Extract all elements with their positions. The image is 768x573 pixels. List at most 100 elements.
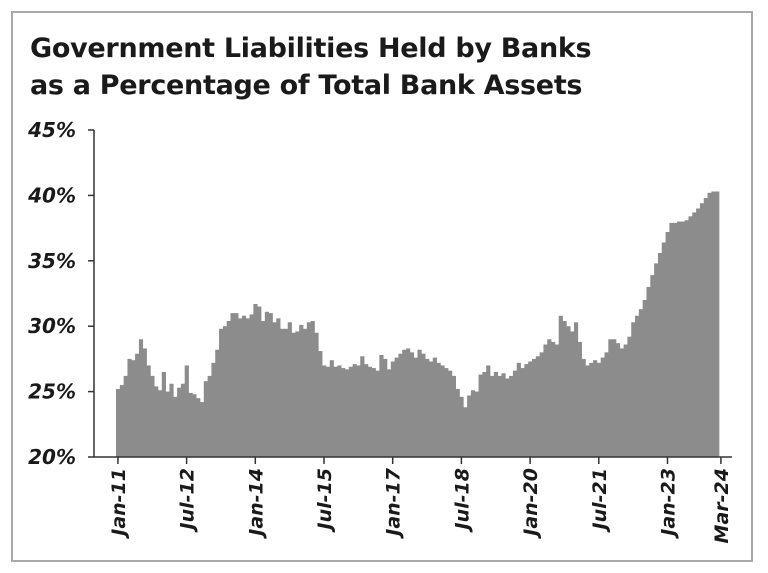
x-tick-label: Jan-14 bbox=[245, 468, 267, 540]
bar bbox=[524, 364, 529, 457]
bar bbox=[493, 371, 498, 457]
bar bbox=[577, 341, 582, 457]
bar bbox=[390, 361, 395, 457]
bar bbox=[585, 365, 590, 457]
bar bbox=[631, 322, 636, 457]
bar bbox=[264, 311, 270, 457]
bar bbox=[646, 286, 651, 457]
bar bbox=[138, 339, 144, 457]
bar bbox=[562, 320, 567, 457]
bar bbox=[203, 381, 208, 457]
bar bbox=[245, 318, 250, 457]
bar bbox=[661, 242, 666, 457]
bar bbox=[570, 331, 575, 457]
bar bbox=[425, 358, 430, 457]
bar bbox=[276, 318, 281, 457]
y-tick-label: 30% bbox=[28, 314, 76, 338]
bar bbox=[344, 369, 350, 457]
bar bbox=[470, 390, 476, 457]
bar bbox=[234, 313, 239, 457]
bar bbox=[306, 322, 311, 457]
x-tick-label: Jul-18 bbox=[451, 468, 473, 533]
bar bbox=[432, 357, 437, 457]
bar bbox=[528, 361, 533, 457]
bar bbox=[154, 386, 159, 457]
chart-title: Government Liabilities Held by Banks as … bbox=[30, 30, 730, 104]
x-tick-label: Jan-20 bbox=[520, 468, 542, 540]
bar bbox=[696, 208, 701, 457]
bar bbox=[627, 336, 632, 457]
bar bbox=[268, 313, 273, 457]
bar bbox=[436, 362, 441, 457]
bar bbox=[196, 398, 201, 457]
bar bbox=[455, 388, 460, 457]
y-tick-label: 40% bbox=[27, 183, 76, 207]
bar bbox=[295, 331, 300, 457]
bar bbox=[692, 212, 697, 457]
bar bbox=[157, 390, 163, 457]
bar bbox=[551, 341, 556, 457]
bar bbox=[566, 326, 571, 457]
bar bbox=[287, 322, 292, 457]
bar bbox=[688, 216, 693, 457]
bar bbox=[417, 349, 422, 457]
bar bbox=[444, 368, 449, 457]
bar bbox=[642, 300, 647, 457]
bar bbox=[657, 252, 663, 457]
bar bbox=[360, 356, 365, 457]
bar bbox=[119, 385, 124, 457]
bar bbox=[486, 365, 491, 457]
bar bbox=[142, 348, 147, 457]
bar bbox=[219, 328, 224, 457]
bar bbox=[379, 354, 384, 457]
bar bbox=[531, 358, 537, 457]
bar bbox=[375, 370, 380, 457]
bar bbox=[199, 402, 205, 457]
x-tick-label: Jul-21 bbox=[589, 468, 611, 533]
chart-frame bbox=[11, 11, 753, 562]
x-tick-label: Jan-23 bbox=[658, 468, 680, 540]
x-tick-label: Jul-12 bbox=[177, 468, 199, 533]
bar bbox=[600, 357, 605, 457]
bar bbox=[280, 328, 285, 457]
bar bbox=[383, 358, 388, 457]
bar bbox=[673, 222, 678, 457]
bar bbox=[638, 309, 644, 457]
bar bbox=[215, 349, 220, 457]
bar bbox=[356, 365, 361, 457]
bar-series bbox=[116, 191, 720, 458]
bar bbox=[680, 221, 686, 457]
bar bbox=[482, 371, 487, 457]
y-tick-label: 45% bbox=[27, 118, 76, 142]
bar bbox=[478, 374, 483, 457]
bar bbox=[226, 320, 231, 457]
bar bbox=[222, 326, 228, 457]
bar bbox=[161, 371, 166, 457]
bar bbox=[409, 352, 415, 457]
bar bbox=[272, 322, 277, 457]
bar bbox=[177, 387, 182, 457]
bar bbox=[573, 322, 579, 457]
bar bbox=[619, 348, 624, 457]
bar bbox=[463, 407, 468, 457]
bar bbox=[188, 392, 193, 457]
bar bbox=[516, 362, 521, 457]
bar bbox=[398, 353, 403, 457]
bar bbox=[699, 203, 705, 457]
bar bbox=[303, 328, 308, 457]
bar bbox=[558, 315, 563, 457]
x-tick-label: Jul-15 bbox=[314, 468, 336, 533]
bar bbox=[169, 383, 174, 457]
x-tick-label: Jan-11 bbox=[108, 468, 130, 540]
bar bbox=[325, 366, 331, 457]
bar bbox=[406, 348, 411, 457]
bar bbox=[467, 395, 472, 457]
bar bbox=[333, 366, 338, 457]
bar bbox=[310, 320, 315, 457]
bar bbox=[173, 396, 178, 457]
bar bbox=[165, 391, 170, 457]
bar bbox=[283, 328, 289, 457]
bar bbox=[135, 353, 140, 457]
bar bbox=[581, 358, 586, 457]
